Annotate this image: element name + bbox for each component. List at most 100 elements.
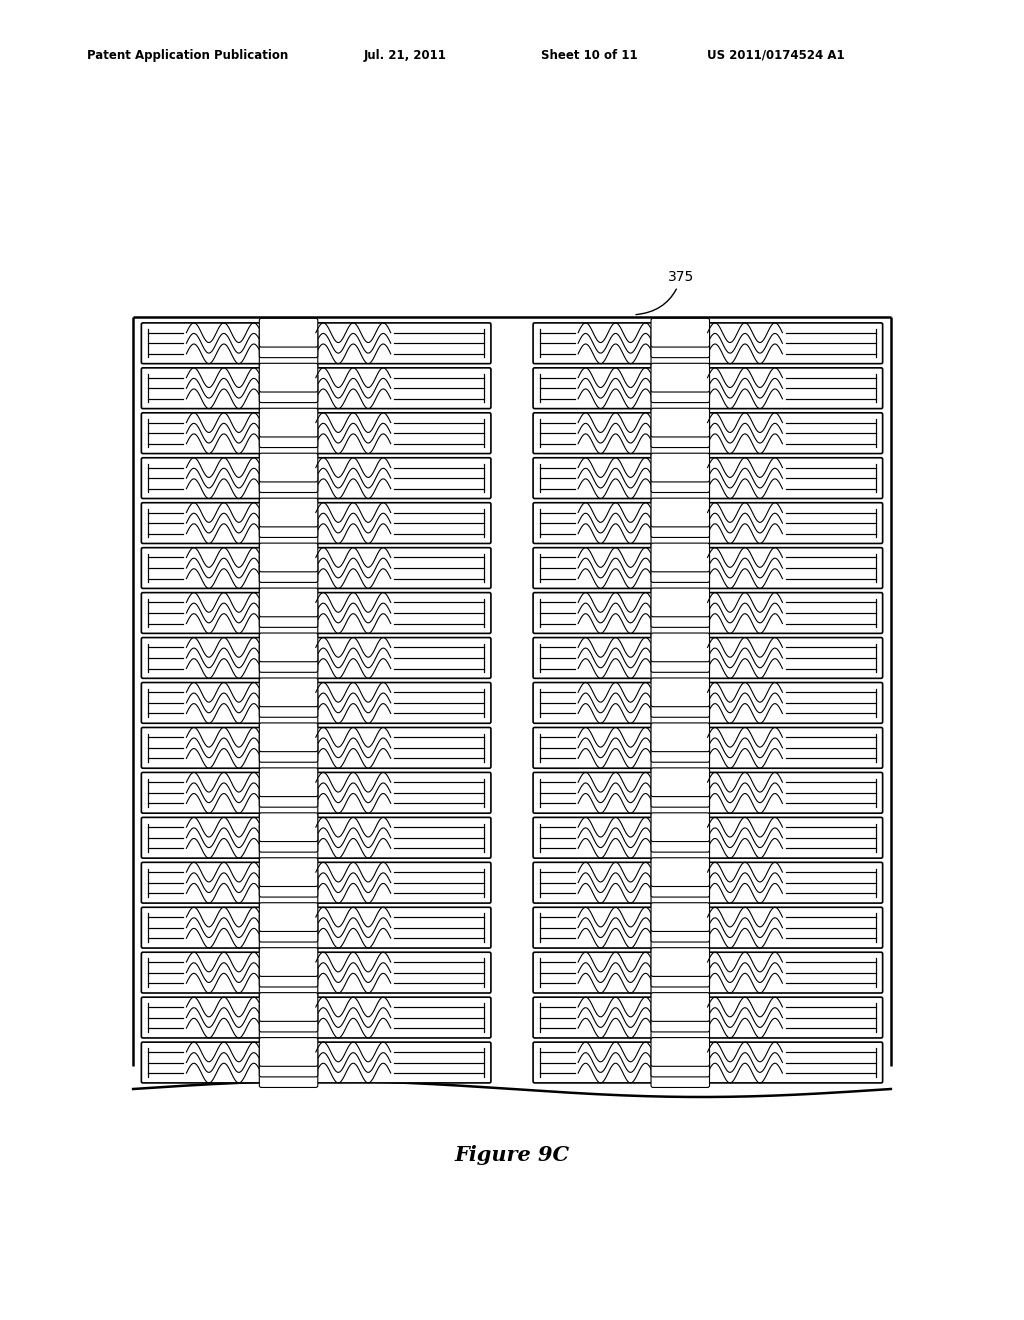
FancyBboxPatch shape xyxy=(651,834,710,863)
FancyBboxPatch shape xyxy=(651,329,710,358)
FancyBboxPatch shape xyxy=(534,817,883,858)
FancyBboxPatch shape xyxy=(141,682,490,723)
FancyBboxPatch shape xyxy=(259,318,317,347)
FancyBboxPatch shape xyxy=(651,374,710,403)
FancyBboxPatch shape xyxy=(651,474,710,503)
FancyBboxPatch shape xyxy=(141,997,490,1038)
Text: Figure 9C: Figure 9C xyxy=(455,1144,569,1166)
FancyBboxPatch shape xyxy=(651,363,710,392)
FancyBboxPatch shape xyxy=(259,329,317,358)
FancyBboxPatch shape xyxy=(651,1038,710,1067)
FancyBboxPatch shape xyxy=(259,543,317,572)
FancyBboxPatch shape xyxy=(651,339,710,368)
FancyBboxPatch shape xyxy=(651,418,710,447)
FancyBboxPatch shape xyxy=(651,1014,710,1043)
FancyBboxPatch shape xyxy=(534,503,883,544)
FancyBboxPatch shape xyxy=(259,463,317,492)
FancyBboxPatch shape xyxy=(259,418,317,447)
FancyBboxPatch shape xyxy=(651,429,710,458)
FancyBboxPatch shape xyxy=(651,587,710,616)
Text: US 2011/0174524 A1: US 2011/0174524 A1 xyxy=(707,49,844,62)
FancyBboxPatch shape xyxy=(141,817,490,858)
FancyBboxPatch shape xyxy=(651,644,710,672)
FancyBboxPatch shape xyxy=(534,682,883,723)
FancyBboxPatch shape xyxy=(141,368,490,409)
FancyBboxPatch shape xyxy=(259,858,317,887)
FancyBboxPatch shape xyxy=(534,862,883,903)
Text: 375: 375 xyxy=(636,269,694,314)
FancyBboxPatch shape xyxy=(259,869,317,898)
FancyBboxPatch shape xyxy=(259,1059,317,1088)
FancyBboxPatch shape xyxy=(141,727,490,768)
FancyBboxPatch shape xyxy=(651,789,710,818)
FancyBboxPatch shape xyxy=(651,858,710,887)
FancyBboxPatch shape xyxy=(651,655,710,682)
FancyBboxPatch shape xyxy=(651,1059,710,1088)
FancyBboxPatch shape xyxy=(651,969,710,998)
FancyBboxPatch shape xyxy=(651,508,710,537)
FancyBboxPatch shape xyxy=(141,862,490,903)
FancyBboxPatch shape xyxy=(534,593,883,634)
FancyBboxPatch shape xyxy=(651,610,710,638)
FancyBboxPatch shape xyxy=(259,779,317,807)
FancyBboxPatch shape xyxy=(259,913,317,942)
FancyBboxPatch shape xyxy=(651,824,710,853)
FancyBboxPatch shape xyxy=(534,997,883,1038)
FancyBboxPatch shape xyxy=(651,879,710,908)
FancyBboxPatch shape xyxy=(651,453,710,482)
FancyBboxPatch shape xyxy=(259,768,317,796)
FancyBboxPatch shape xyxy=(259,744,317,772)
FancyBboxPatch shape xyxy=(534,368,883,409)
FancyBboxPatch shape xyxy=(259,834,317,863)
FancyBboxPatch shape xyxy=(259,498,317,527)
FancyBboxPatch shape xyxy=(651,553,710,582)
FancyBboxPatch shape xyxy=(259,1014,317,1043)
FancyBboxPatch shape xyxy=(534,907,883,948)
FancyBboxPatch shape xyxy=(651,498,710,527)
FancyBboxPatch shape xyxy=(259,824,317,853)
FancyBboxPatch shape xyxy=(259,903,317,932)
FancyBboxPatch shape xyxy=(259,339,317,368)
FancyBboxPatch shape xyxy=(259,689,317,717)
FancyBboxPatch shape xyxy=(651,913,710,942)
FancyBboxPatch shape xyxy=(259,948,317,977)
FancyBboxPatch shape xyxy=(141,638,490,678)
FancyBboxPatch shape xyxy=(651,384,710,413)
FancyBboxPatch shape xyxy=(534,413,883,454)
FancyBboxPatch shape xyxy=(534,727,883,768)
FancyBboxPatch shape xyxy=(259,993,317,1022)
Text: Jul. 21, 2011: Jul. 21, 2011 xyxy=(364,49,446,62)
FancyBboxPatch shape xyxy=(651,768,710,796)
FancyBboxPatch shape xyxy=(141,413,490,454)
FancyBboxPatch shape xyxy=(259,644,317,672)
FancyBboxPatch shape xyxy=(534,458,883,499)
FancyBboxPatch shape xyxy=(651,869,710,898)
FancyBboxPatch shape xyxy=(259,610,317,638)
FancyBboxPatch shape xyxy=(651,599,710,627)
FancyBboxPatch shape xyxy=(259,723,317,751)
FancyBboxPatch shape xyxy=(651,318,710,347)
FancyBboxPatch shape xyxy=(534,638,883,678)
FancyBboxPatch shape xyxy=(651,903,710,932)
FancyBboxPatch shape xyxy=(259,553,317,582)
FancyBboxPatch shape xyxy=(141,548,490,589)
FancyBboxPatch shape xyxy=(259,700,317,727)
FancyBboxPatch shape xyxy=(259,408,317,437)
FancyBboxPatch shape xyxy=(259,879,317,908)
FancyBboxPatch shape xyxy=(259,1003,317,1032)
FancyBboxPatch shape xyxy=(259,1048,317,1077)
FancyBboxPatch shape xyxy=(141,952,490,993)
FancyBboxPatch shape xyxy=(259,508,317,537)
FancyBboxPatch shape xyxy=(259,374,317,403)
FancyBboxPatch shape xyxy=(651,993,710,1022)
FancyBboxPatch shape xyxy=(259,969,317,998)
FancyBboxPatch shape xyxy=(651,519,710,548)
FancyBboxPatch shape xyxy=(259,958,317,987)
FancyBboxPatch shape xyxy=(259,564,317,593)
FancyBboxPatch shape xyxy=(651,958,710,987)
FancyBboxPatch shape xyxy=(259,789,317,818)
FancyBboxPatch shape xyxy=(141,907,490,948)
FancyBboxPatch shape xyxy=(651,813,710,842)
FancyBboxPatch shape xyxy=(259,813,317,842)
FancyBboxPatch shape xyxy=(534,1043,883,1082)
